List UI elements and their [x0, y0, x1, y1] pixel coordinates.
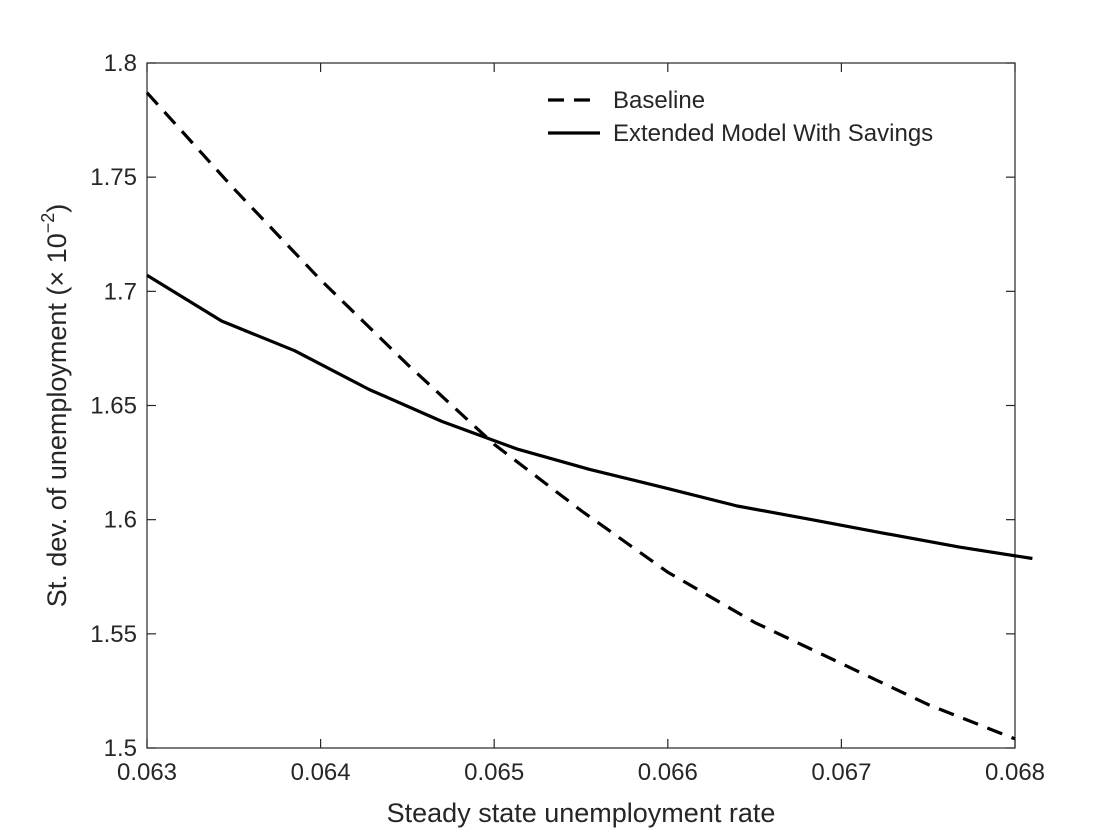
- legend-label: Baseline: [613, 87, 705, 114]
- x-tick-label: 0.065: [464, 759, 524, 786]
- y-tick-label: 1.7: [104, 278, 137, 305]
- y-tick-label: 1.65: [90, 393, 137, 420]
- series-line-extended-model: [146, 273, 1033, 561]
- ticks-layer: 0.063 0.064 0.065 0.066 0.067 0.068 1.5 1.55 1.6…: [90, 50, 1045, 786]
- plot-area: [146, 62, 1016, 749]
- x-tick-label: 0.063: [117, 759, 177, 786]
- x-tick-label: 0.064: [291, 759, 351, 786]
- y-tick-label: 1.75: [90, 164, 137, 191]
- x-tick-label: 0.068: [985, 759, 1045, 786]
- y-tick-label: 1.6: [104, 507, 137, 534]
- y-axis-label-text: St. dev. of unemployment (: [42, 287, 72, 608]
- axes-box: [146, 62, 1016, 749]
- series-line-baseline: [145, 91, 1016, 741]
- x-tick-label: 0.066: [638, 759, 698, 786]
- y-axis-label-base: 10: [42, 233, 72, 271]
- y-tick-label: 1.8: [104, 50, 137, 77]
- series-layer: [145, 91, 1033, 741]
- y-axis-label: St. dev. of unemployment (× 10−2): [38, 204, 72, 608]
- legend-label: Extended Model With Savings: [613, 120, 933, 147]
- y-tick-label: 1.5: [104, 735, 137, 762]
- y-tick-label: 1.55: [90, 621, 137, 648]
- x-tick-label: 0.067: [811, 759, 871, 786]
- legend: Baseline Extended Model With Savings: [548, 87, 933, 147]
- x-axis-label: Steady state unemployment rate: [387, 798, 776, 828]
- y-axis-label-times: ×: [42, 271, 72, 287]
- y-axis-label-close: ): [42, 204, 72, 213]
- y-axis-label-exponent: −2: [38, 213, 58, 234]
